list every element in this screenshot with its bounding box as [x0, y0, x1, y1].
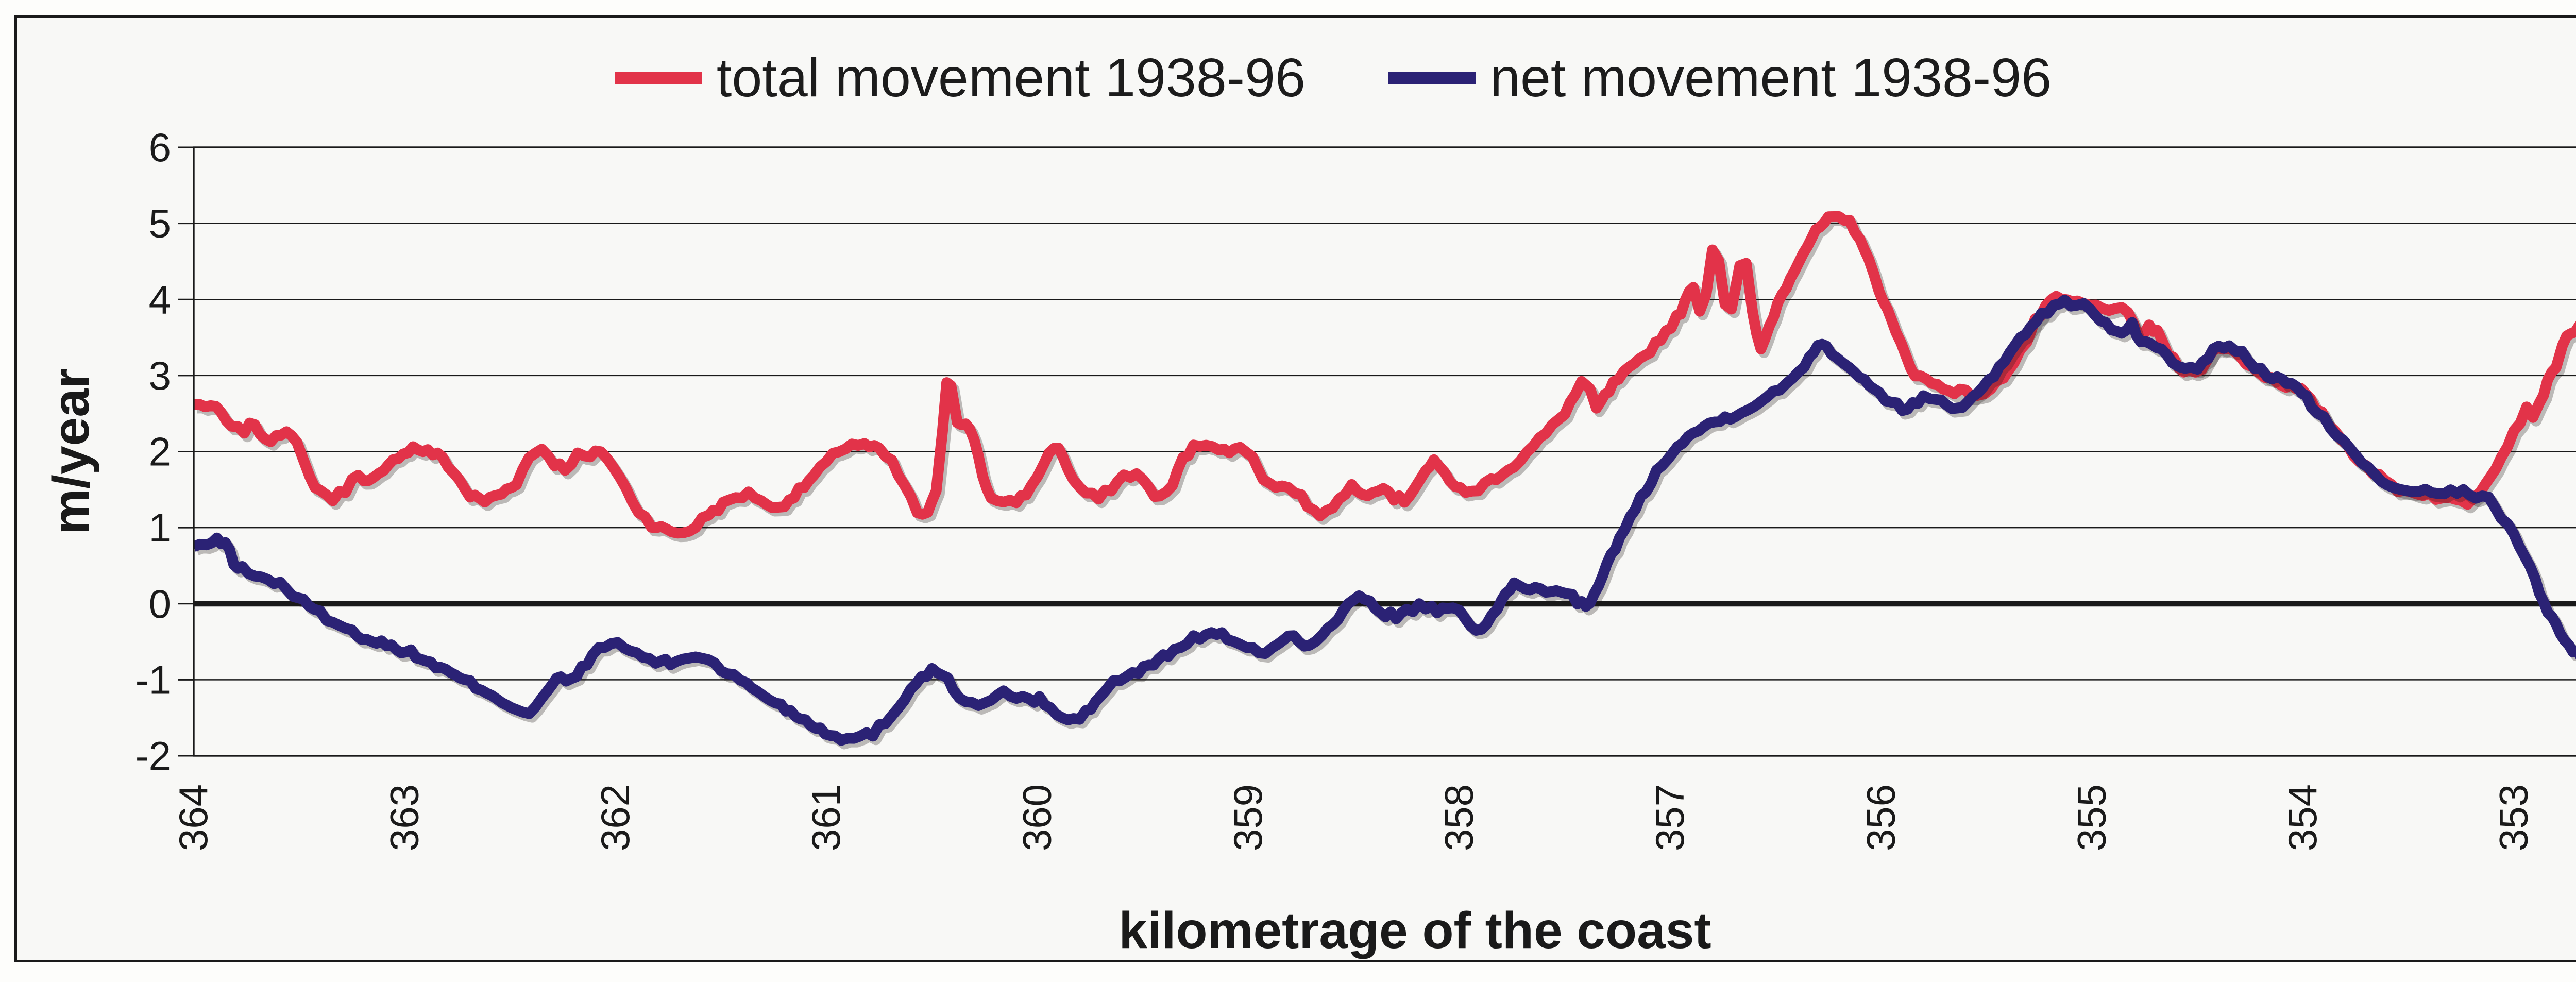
y-tick-label: 4 [149, 277, 171, 322]
y-tick-label: -2 [135, 733, 171, 778]
y-tick-label: 1 [149, 505, 171, 550]
y-tick-label: -1 [135, 657, 171, 702]
x-tick-label: 362 [592, 784, 638, 851]
x-tick-label: 359 [1225, 784, 1270, 851]
y-axis-title: m/year [42, 368, 100, 534]
x-tick-label: 364 [171, 784, 216, 851]
y-tick-label: 3 [149, 353, 171, 398]
y-tick-label: 6 [149, 125, 171, 170]
x-tick-label: 361 [803, 784, 849, 851]
x-tick-label: 360 [1014, 784, 1060, 851]
y-tick-label: 0 [149, 581, 171, 627]
x-tick-label: 354 [2280, 784, 2325, 851]
x-tick-label: 363 [381, 784, 427, 851]
x-tick-label: 356 [1858, 784, 1903, 851]
x-axis-title: kilometrage of the coast [1118, 902, 1711, 959]
x-tick-label: 358 [1436, 784, 1481, 851]
y-tick-label: 5 [149, 201, 171, 246]
x-tick-label: 357 [1647, 784, 1692, 851]
series-line-net [194, 294, 2576, 746]
x-tick-label: 355 [2069, 784, 2114, 851]
series-line-total [194, 211, 2576, 539]
series-layer [194, 211, 2576, 750]
x-tick-label: 353 [2491, 784, 2536, 851]
y-tick-label: 2 [149, 429, 171, 475]
